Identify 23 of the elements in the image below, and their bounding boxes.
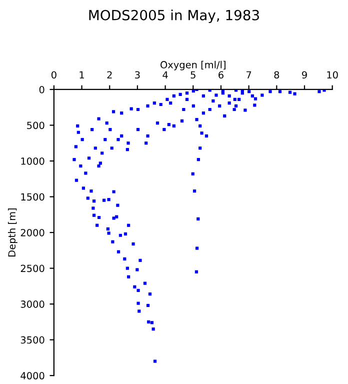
x-tick-label: 8 [274,71,280,79]
y-tick-label: 3500 [20,336,44,344]
y-tick-label: 3000 [20,300,44,308]
x-tick-label: 10 [327,71,338,79]
x-tick-label: 2 [107,71,112,78]
y-tick-label: 500 [27,122,44,130]
x-tick-label: 3 [135,71,140,79]
y-tick-label: 4000 [20,372,44,380]
y-axis-title: Depth [m] [8,208,18,256]
x-tick-label: 5 [190,71,196,79]
x-tick-label: 6 [218,71,224,79]
y-tick-label: 0 [39,86,44,94]
chart-title: MODS2005 in May, 1983 [89,10,259,24]
y-tick-label: 2500 [20,264,44,272]
y-tick-label: 1000 [21,157,44,165]
x-tick-label: 9 [302,71,307,79]
x-tick-label: 4 [162,71,168,78]
x-tick-label: 1 [80,71,84,78]
y-tick-label: 1500 [21,193,44,201]
x-tick-label: 0 [51,71,56,79]
y-tick-label: 2000 [20,228,44,236]
x-axis-title: Oxygen [ml/l] [160,60,226,70]
x-tick-label: 7 [246,71,252,78]
